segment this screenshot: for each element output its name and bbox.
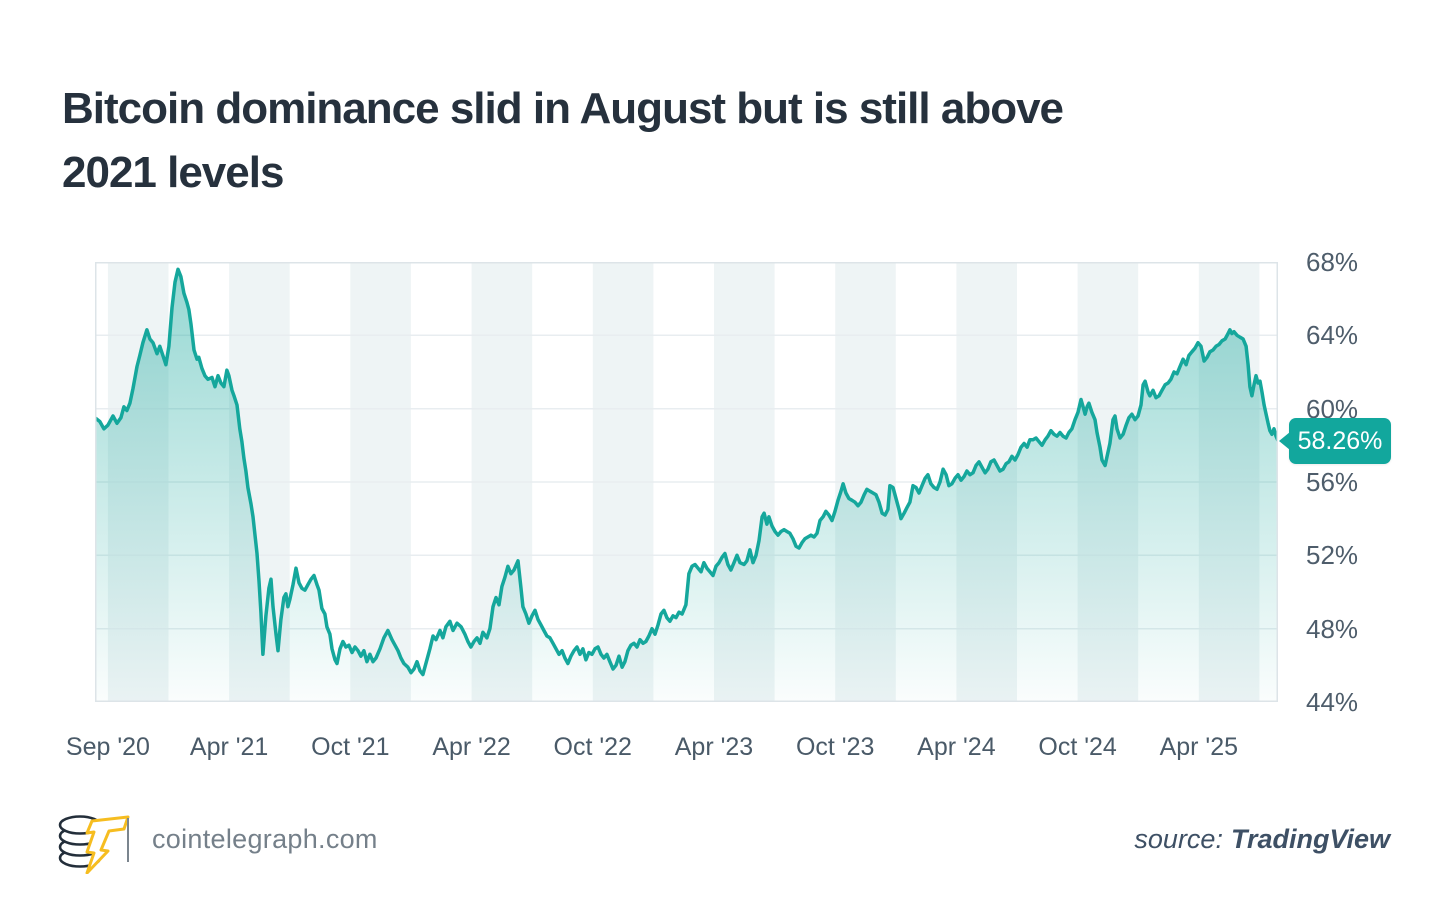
x-axis-label: Apr '22 <box>432 733 511 761</box>
page-title-line-1: Bitcoin dominance slid in August but is … <box>62 84 1064 134</box>
x-axis-label: Sep '20 <box>65 733 150 761</box>
page-title-line-2: 2021 levels <box>62 148 284 198</box>
x-axis-label: Oct '23 <box>795 733 875 761</box>
cointelegraph-logo-icon <box>55 812 135 879</box>
x-axis-label: Oct '24 <box>1038 733 1117 761</box>
footer: cointelegraph.com source: TradingView <box>0 806 1450 876</box>
y-axis-label: 52% <box>1306 540 1359 571</box>
x-axis-label: Apr '23 <box>674 733 754 761</box>
source-attribution: source: TradingView <box>1134 824 1390 855</box>
x-axis-label: Apr '21 <box>189 733 269 761</box>
x-axis-label: Oct '22 <box>553 733 632 761</box>
source-prefix: source: <box>1134 824 1223 854</box>
last-value-label: 58.26% <box>1297 426 1383 455</box>
y-axis-label: 64% <box>1306 320 1359 351</box>
last-value-badge: 58.26% <box>1279 417 1391 464</box>
x-axis-label: Oct '21 <box>311 733 390 761</box>
y-axis-label: 68% <box>1306 247 1359 277</box>
page-title: Bitcoin dominance slid in August but is … <box>62 77 1352 205</box>
footer-divider <box>127 818 129 862</box>
y-axis-label: 56% <box>1306 467 1359 497</box>
y-axis-label: 48% <box>1306 613 1359 644</box>
x-axis-label: Apr '25 <box>1159 733 1239 761</box>
dominance-chart-svg <box>95 262 1278 702</box>
site-name: cointelegraph.com <box>152 824 378 854</box>
dominance-chart <box>95 262 1278 702</box>
source-name: TradingView <box>1230 824 1390 854</box>
y-axis-label: 44% <box>1306 687 1359 717</box>
x-axis-label: Apr '24 <box>917 733 996 761</box>
